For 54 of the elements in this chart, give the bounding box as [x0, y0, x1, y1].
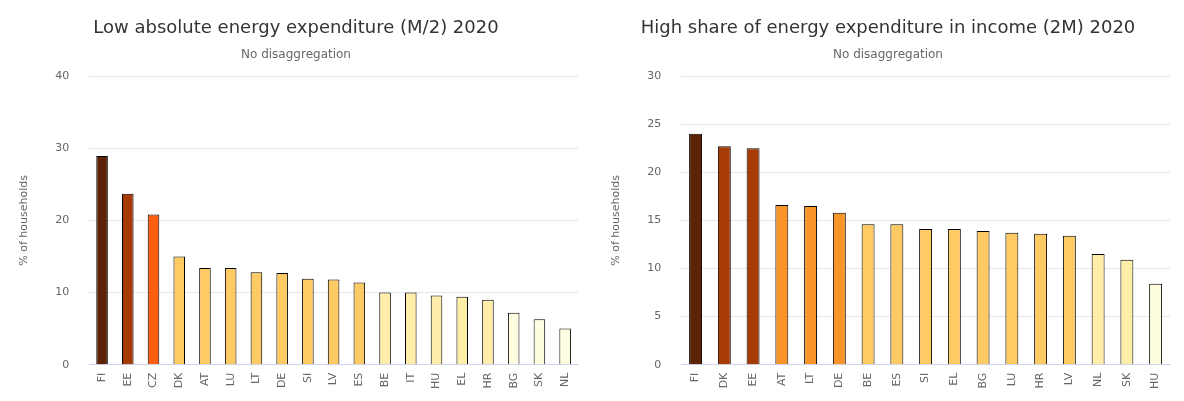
x-tick-label: HU: [1148, 372, 1162, 390]
y-tick-label: 15: [647, 213, 662, 227]
y-axis-title: % of households: [17, 174, 31, 266]
x-tick-label: AT: [774, 372, 788, 387]
x-tick-label: EL: [455, 371, 469, 386]
x-tick-label: FI: [688, 372, 702, 383]
y-tick-label: 5: [654, 309, 662, 323]
x-tick-label: LU: [223, 372, 237, 387]
x-tick-label: IT: [403, 372, 417, 383]
y-tick-label: 10: [647, 261, 662, 275]
y-tick-label: 25: [647, 116, 662, 130]
x-tick-label: BG: [506, 372, 520, 389]
y-tick-label: 20: [647, 165, 662, 179]
chart-title: High share of energy expenditure in income (2M) 2020: [640, 16, 1136, 38]
x-tick-label: DE: [832, 372, 846, 389]
y-tick-label: 30: [647, 68, 662, 82]
x-tick-label: AT: [197, 372, 211, 387]
x-tick-label: ES: [889, 372, 903, 387]
chart-subtitle: No disaggregation: [833, 46, 943, 61]
x-tick-label: EL: [947, 371, 961, 386]
y-tick-label: 40: [55, 68, 70, 82]
y-tick-label: 10: [55, 285, 70, 299]
y-tick-label: 0: [62, 357, 70, 371]
x-tick-label: HU: [429, 372, 443, 390]
x-tick-label: BE: [860, 372, 874, 388]
x-tick-label: BE: [377, 372, 391, 388]
y-tick-label: 0: [654, 357, 662, 371]
x-tick-label: LV: [1062, 372, 1076, 386]
x-tick-label: DK: [172, 371, 186, 389]
x-tick-label: EE: [745, 372, 759, 387]
x-tick-label: LU: [1004, 372, 1018, 387]
x-tick-label: NL: [558, 371, 571, 388]
chart-subtitle: No disaggregation: [241, 46, 351, 61]
x-tick-label: BG: [975, 372, 989, 389]
x-tick-label: SK: [532, 371, 546, 387]
x-tick-label: HR: [480, 372, 494, 389]
x-tick-label: HR: [1033, 372, 1047, 389]
chart-title: Low absolute energy expenditure (M/2) 2020: [93, 16, 499, 38]
x-tick-label: SI: [918, 372, 932, 383]
x-tick-label: LV: [326, 372, 340, 386]
x-tick-label: DK: [717, 371, 731, 389]
x-tick-label: ES: [352, 372, 366, 387]
x-tick-label: LT: [249, 372, 263, 385]
x-tick-label: SK: [1119, 371, 1133, 387]
x-tick-label: DE: [275, 372, 288, 389]
x-tick-label: FI: [94, 372, 108, 383]
y-axis-title: % of households: [609, 174, 623, 266]
y-tick-label: 30: [55, 141, 70, 155]
x-tick-label: LT: [803, 372, 817, 385]
x-tick-label: SI: [300, 372, 314, 383]
x-tick-label: CZ: [146, 372, 160, 388]
y-tick-label: 20: [55, 213, 70, 227]
x-tick-label: NL: [1090, 371, 1104, 388]
x-tick-label: EE: [120, 372, 134, 387]
